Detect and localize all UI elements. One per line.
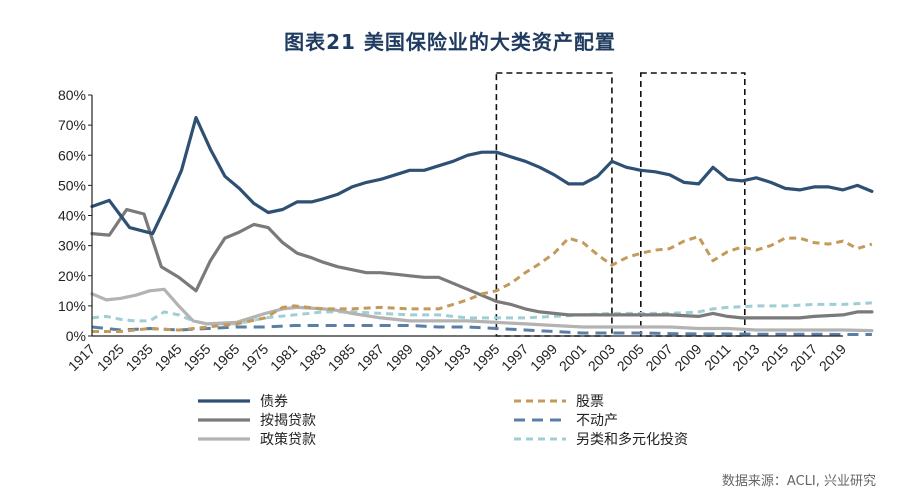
x-tick-label: 1997: [498, 341, 531, 374]
series-line-5: [91, 301, 872, 326]
legend-label: 政策贷款: [260, 431, 316, 448]
x-tick-label: 1925: [94, 341, 127, 374]
chart-title: 图表21 美国保险业的大类资产配置: [284, 30, 616, 54]
x-tick-label: 1965: [209, 341, 242, 374]
x-tick-label: 2001: [556, 341, 589, 374]
y-tick-label: 0%: [66, 328, 86, 344]
highlight-box: [495, 72, 613, 337]
y-tick-label: 10%: [58, 298, 86, 314]
y-tick-label: 60%: [58, 147, 86, 163]
series-line-4: [90, 287, 874, 333]
legend-label: 按揭贷款: [260, 413, 316, 429]
x-tick-label: 2015: [758, 341, 791, 374]
x-tick-label: 1991: [411, 341, 444, 374]
x-tick-label: 2009: [671, 341, 704, 374]
x-tick-label: 1999: [527, 341, 560, 374]
series-line-2: [90, 207, 874, 320]
x-tick-label: 1983: [296, 341, 329, 374]
series-lines: [90, 116, 874, 336]
y-tick-label: 70%: [58, 117, 86, 133]
legend-label: 股票: [576, 394, 604, 410]
x-tick-label: 1981: [267, 341, 300, 374]
x-tick-label: 1955: [180, 341, 213, 374]
x-tick-label: 1995: [469, 341, 502, 374]
y-tick-label: 20%: [58, 268, 86, 284]
y-tick-label: 40%: [58, 208, 86, 224]
y-tick-label: 80%: [58, 87, 86, 103]
legend-label: 另类和多元化投资: [576, 431, 688, 448]
x-tick-label: 1975: [238, 341, 271, 374]
highlight-boxes: [495, 72, 746, 337]
source-note: 数据来源：ACLI, 兴业研究: [721, 474, 876, 489]
x-tick-label: 2011: [701, 341, 734, 374]
series-line-1: [92, 235, 873, 333]
x-tick-label: 1985: [325, 341, 358, 374]
x-tick-label: 1987: [354, 341, 387, 374]
x-tick-label: 1989: [383, 341, 416, 374]
x-tick-label: 1993: [440, 341, 473, 374]
x-tick-label: 2019: [816, 341, 849, 374]
y-tick-label: 30%: [58, 238, 86, 254]
x-tick-label: 1935: [123, 341, 156, 374]
highlight-box: [640, 72, 746, 337]
y-axis-ticks: 0% 10% 20% 30% 40% 50% 60% 70% 80%: [58, 87, 86, 344]
y-tick-label: 50%: [58, 177, 86, 193]
legend-label: 不动产: [576, 413, 618, 429]
x-tick-label: 2017: [787, 341, 820, 374]
series-line-3: [91, 324, 872, 336]
x-tick-label: 2003: [585, 341, 618, 374]
x-tick-label: 1917: [65, 341, 98, 374]
axes: [88, 94, 843, 337]
legend-label: 债券: [260, 394, 288, 410]
x-axis-tick-labels: 1917192519351945195519651975198119831985…: [65, 341, 849, 374]
series-line-0: [90, 116, 874, 236]
x-tick-label: 2005: [614, 341, 647, 374]
x-tick-label: 2007: [642, 341, 675, 374]
x-tick-label: 1945: [151, 341, 184, 374]
x-tick-label: 2013: [729, 341, 762, 374]
